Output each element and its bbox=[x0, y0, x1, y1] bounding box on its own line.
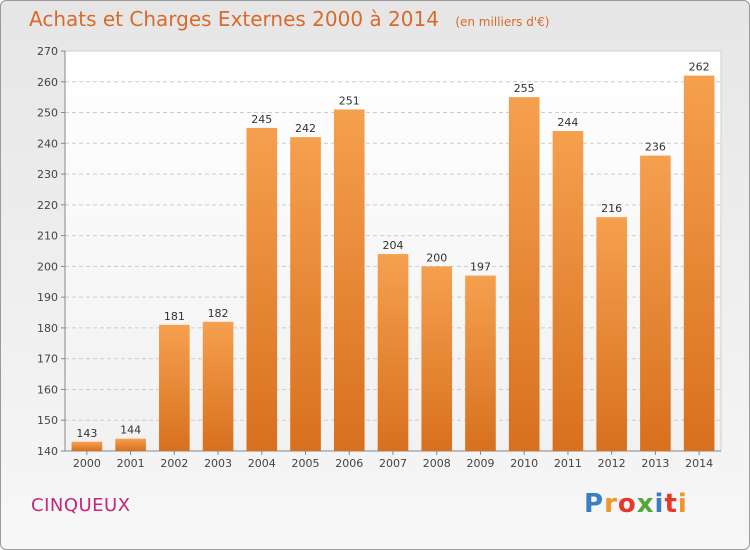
bar-2008 bbox=[421, 266, 453, 451]
y-tick-label: 250 bbox=[37, 107, 58, 120]
y-tick-label: 260 bbox=[37, 76, 58, 89]
logo-letter: t bbox=[664, 489, 678, 519]
x-tick-label-2001: 2001 bbox=[117, 457, 145, 470]
bar-2001 bbox=[115, 438, 146, 451]
x-tick-label-2014: 2014 bbox=[685, 457, 713, 470]
data-label-2005: 242 bbox=[295, 122, 316, 135]
data-label-2011: 244 bbox=[557, 116, 578, 129]
x-tick-label-2009: 2009 bbox=[466, 457, 494, 470]
logo-letter: P bbox=[584, 489, 605, 519]
x-tick-label-2002: 2002 bbox=[160, 457, 188, 470]
bar-2007 bbox=[377, 254, 409, 451]
x-tick-label-2000: 2000 bbox=[73, 457, 101, 470]
x-tick-label-2007: 2007 bbox=[379, 457, 407, 470]
x-tick-label-2011: 2011 bbox=[554, 457, 582, 470]
bar-2003 bbox=[202, 321, 234, 451]
bar-2014 bbox=[683, 75, 715, 451]
x-tick-label-2013: 2013 bbox=[641, 457, 669, 470]
bar-2005 bbox=[290, 137, 321, 451]
proxiti-logo: Proxiti bbox=[584, 489, 688, 519]
logo-letter: o bbox=[617, 489, 637, 519]
x-tick-label-2008: 2008 bbox=[423, 457, 451, 470]
data-label-2003: 182 bbox=[208, 307, 229, 320]
data-label-2008: 200 bbox=[426, 251, 447, 264]
bar-2011 bbox=[552, 131, 584, 451]
x-tick-label-2005: 2005 bbox=[292, 457, 320, 470]
bar-2006 bbox=[333, 109, 365, 451]
x-tick-label-2006: 2006 bbox=[335, 457, 363, 470]
y-tick-label: 230 bbox=[37, 168, 58, 181]
bar-2012 bbox=[596, 217, 627, 451]
y-tick-label: 210 bbox=[37, 230, 58, 243]
data-label-2000: 143 bbox=[76, 427, 97, 440]
logo-letter: i bbox=[677, 489, 688, 519]
data-label-2013: 236 bbox=[645, 141, 666, 154]
chart-title-text: Achats et Charges Externes 2000 à 2014 bbox=[29, 7, 439, 31]
commune-name: CINQUEUX bbox=[31, 495, 131, 516]
logo-letter: r bbox=[604, 489, 618, 519]
y-tick-label: 220 bbox=[37, 199, 58, 212]
data-label-2002: 181 bbox=[164, 310, 185, 323]
data-label-2006: 251 bbox=[339, 94, 360, 107]
data-label-2012: 216 bbox=[601, 202, 622, 215]
data-label-2004: 245 bbox=[251, 113, 272, 126]
logo-letter: i bbox=[654, 489, 665, 519]
chart-title: Achats et Charges Externes 2000 à 2014 (… bbox=[29, 7, 549, 31]
x-tick-label-2012: 2012 bbox=[598, 457, 626, 470]
y-tick-label: 240 bbox=[37, 137, 58, 150]
y-tick-label: 160 bbox=[37, 383, 58, 396]
y-tick-label: 200 bbox=[37, 260, 58, 273]
data-label-2009: 197 bbox=[470, 261, 491, 274]
bar-2002 bbox=[159, 324, 190, 451]
chart-subtitle: (en milliers d'€) bbox=[455, 15, 550, 29]
y-tick-label: 270 bbox=[37, 45, 58, 58]
bar-2000 bbox=[71, 441, 103, 451]
bar-2010 bbox=[508, 97, 540, 452]
logo-letter: x bbox=[636, 489, 655, 519]
x-tick-label-2004: 2004 bbox=[248, 457, 276, 470]
data-label-2007: 204 bbox=[383, 239, 404, 252]
y-tick-label: 190 bbox=[37, 291, 58, 304]
y-tick-label: 140 bbox=[37, 445, 58, 458]
data-label-2010: 255 bbox=[514, 82, 535, 95]
y-tick-label: 170 bbox=[37, 353, 58, 366]
data-label-2014: 262 bbox=[689, 61, 710, 74]
bar-2004 bbox=[246, 127, 278, 451]
y-tick-label: 150 bbox=[37, 414, 58, 427]
bar-2013 bbox=[640, 155, 671, 451]
data-label-2001: 144 bbox=[120, 424, 141, 437]
x-tick-label-2010: 2010 bbox=[510, 457, 538, 470]
x-tick-label-2003: 2003 bbox=[204, 457, 232, 470]
y-tick-label: 180 bbox=[37, 322, 58, 335]
bar-2009 bbox=[465, 275, 496, 451]
